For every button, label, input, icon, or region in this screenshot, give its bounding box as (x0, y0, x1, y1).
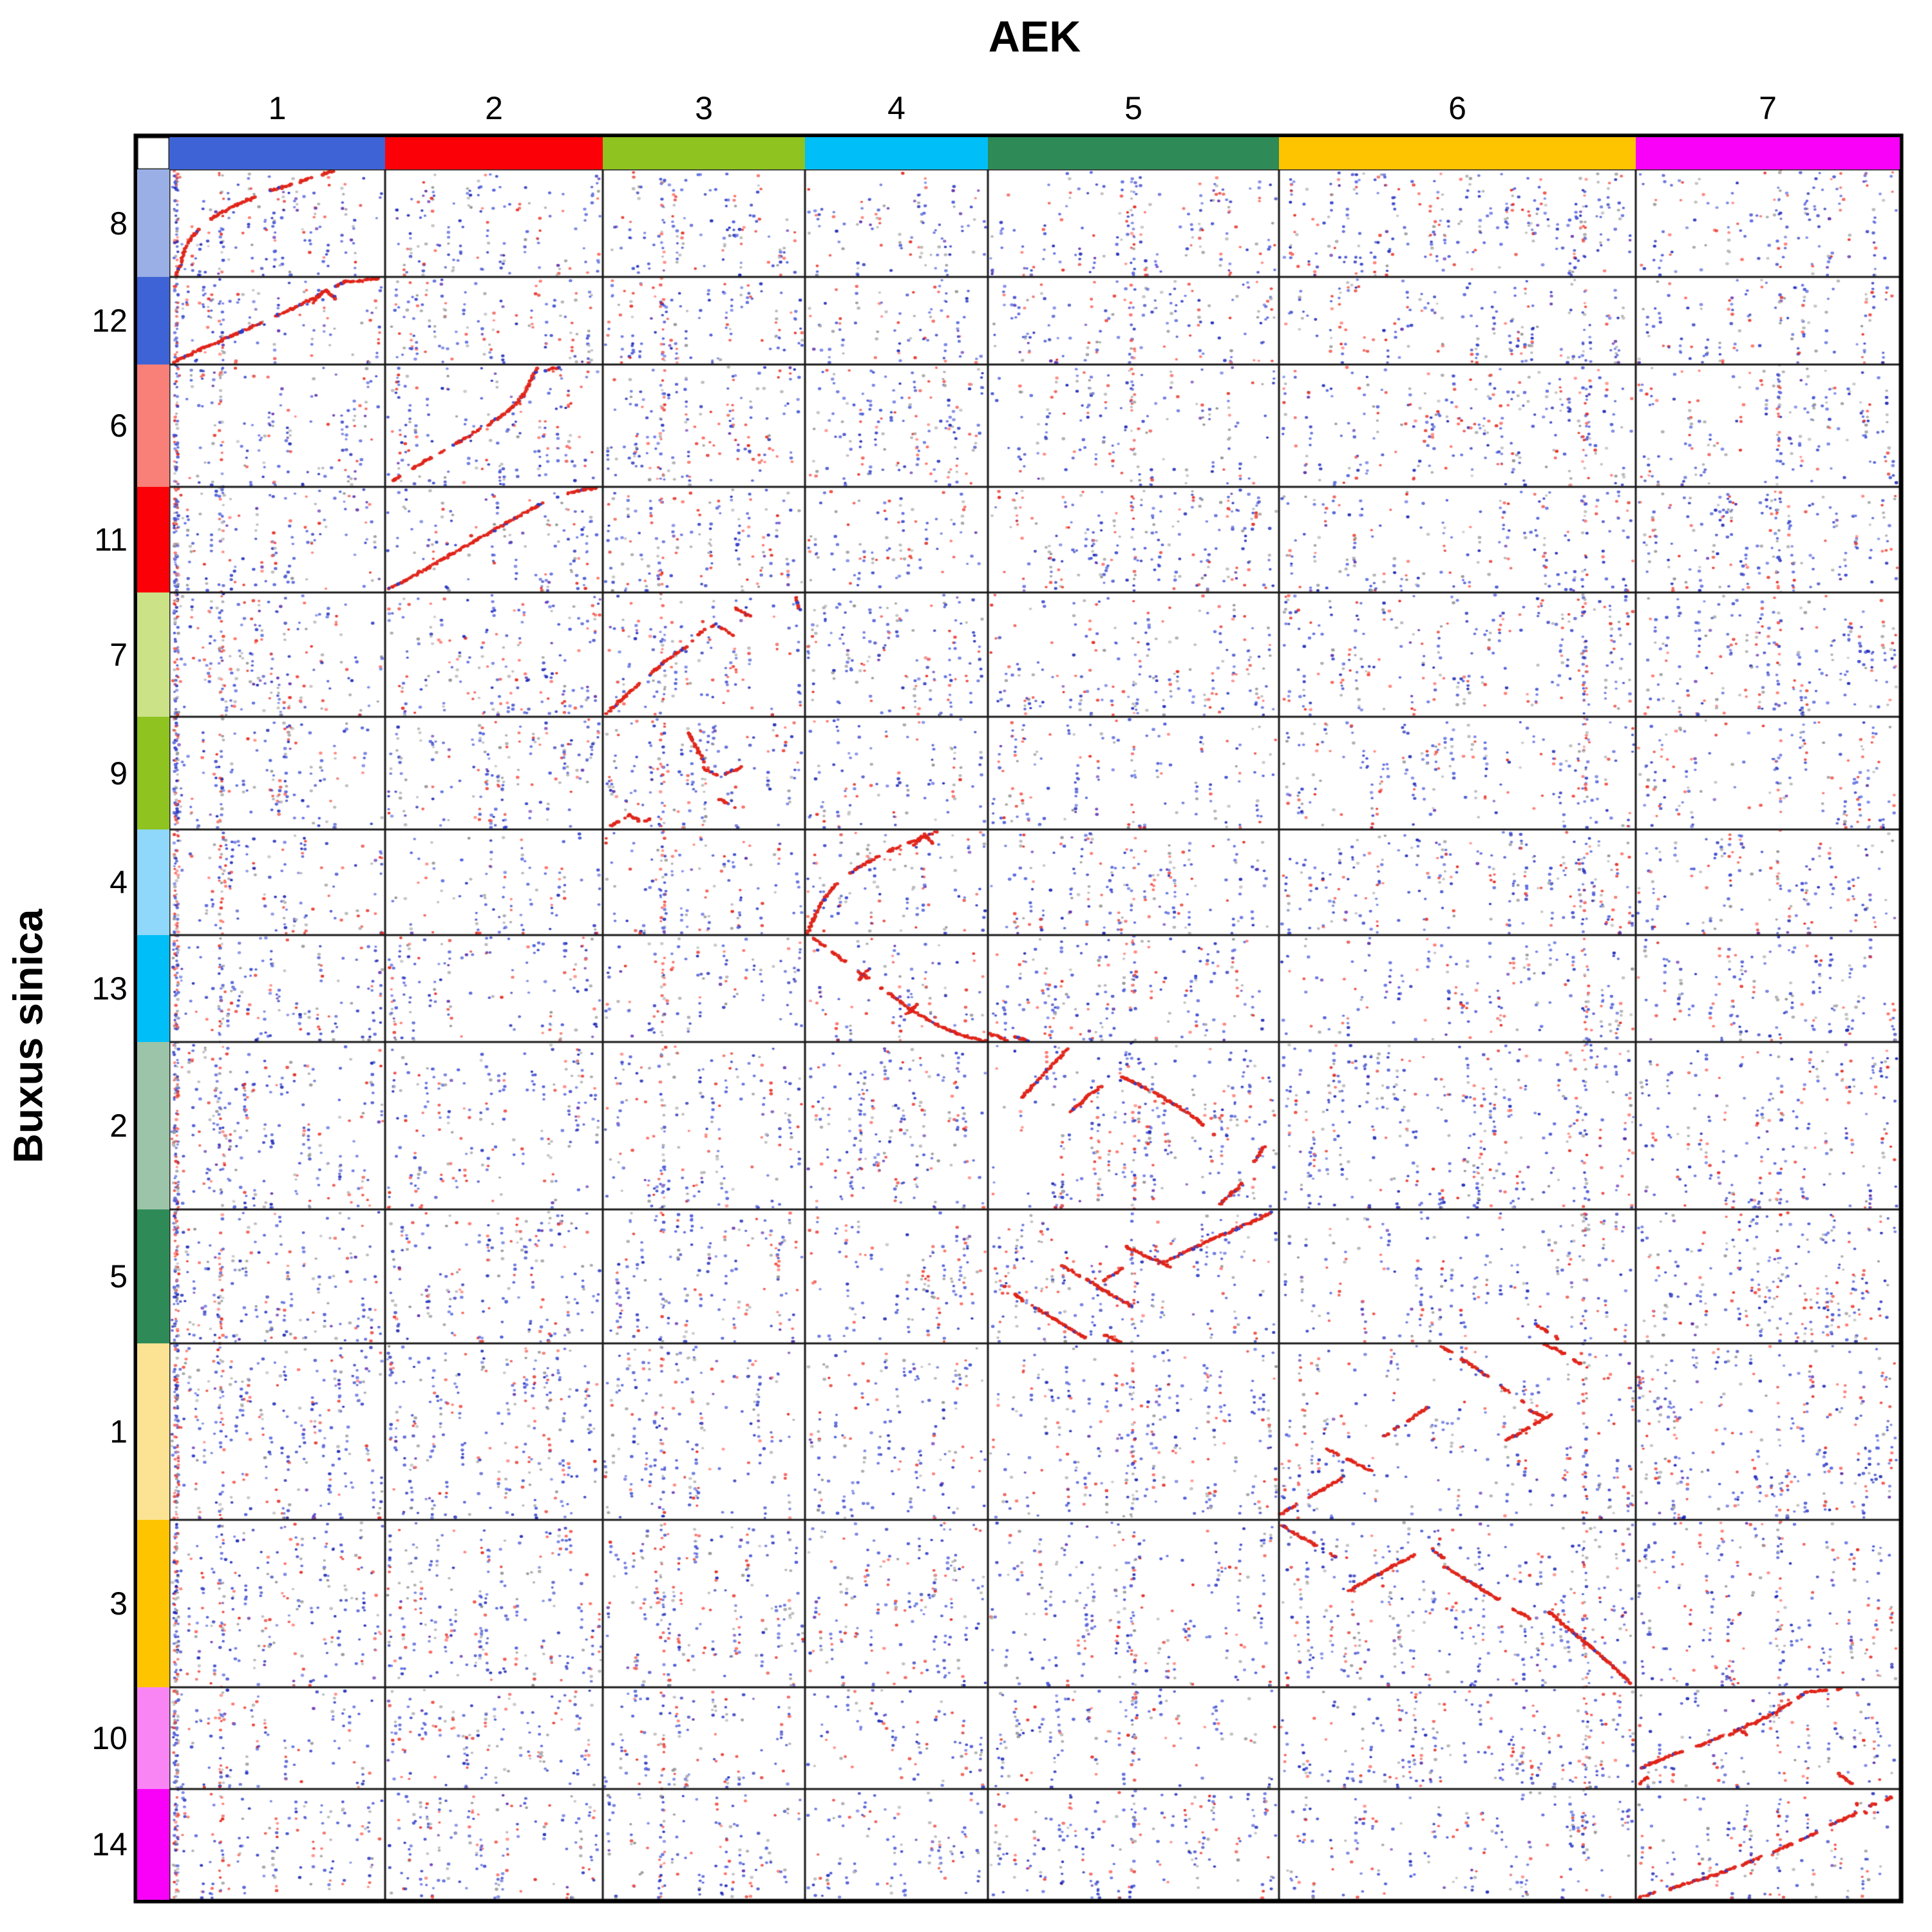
x-tick-label-5: 5 (1124, 90, 1142, 126)
y-tick-label-9: 9 (109, 755, 128, 791)
y-chr-bar-12 (137, 277, 169, 365)
y-chr-bar-3 (137, 1520, 169, 1687)
y-chr-bar-4 (137, 829, 169, 935)
y-chr-bar-8 (137, 169, 169, 277)
x-axis-title: AEK (988, 12, 1081, 61)
x-chr-bar-6 (1279, 137, 1636, 169)
x-tick-label-7: 7 (1759, 90, 1777, 126)
y-tick-label-5: 5 (109, 1258, 128, 1294)
x-tick-label-1: 1 (268, 90, 287, 126)
y-tick-label-10: 10 (91, 1720, 128, 1756)
y-tick-label-8: 8 (109, 205, 128, 242)
x-chr-bar-3 (603, 137, 805, 169)
y-tick-label-11: 11 (94, 522, 128, 558)
y-tick-label-4: 4 (109, 864, 128, 900)
y-chr-bar-2 (137, 1042, 169, 1209)
y-tick-label-12: 12 (91, 303, 128, 339)
y-chr-bar-7 (137, 592, 169, 717)
y-tick-label-1: 1 (109, 1414, 128, 1450)
y-tick-label-13: 13 (91, 971, 128, 1007)
x-tick-label-3: 3 (695, 90, 713, 126)
y-chr-bar-10 (137, 1687, 169, 1789)
x-tick-label-6: 6 (1448, 90, 1466, 126)
x-chr-bar-7 (1636, 137, 1900, 169)
y-chr-bar-13 (137, 935, 169, 1042)
y-chr-bar-1 (137, 1343, 169, 1520)
y-chr-bar-11 (137, 487, 169, 592)
y-tick-label-7: 7 (109, 636, 128, 673)
x-chr-bar-1 (169, 137, 385, 169)
y-chr-bar-9 (137, 717, 169, 829)
x-chr-bar-2 (385, 137, 603, 169)
y-tick-label-14: 14 (91, 1826, 128, 1862)
y-tick-label-2: 2 (109, 1108, 128, 1144)
x-tick-label-4: 4 (887, 90, 905, 126)
y-chr-bar-6 (137, 365, 169, 487)
y-chr-bar-14 (137, 1789, 169, 1900)
x-chr-bar-4 (805, 137, 988, 169)
x-chr-bar-5 (988, 137, 1279, 169)
y-tick-label-3: 3 (109, 1586, 128, 1622)
y-tick-label-6: 6 (109, 408, 128, 444)
x-tick-label-2: 2 (485, 90, 503, 126)
y-chr-bar-5 (137, 1209, 169, 1343)
